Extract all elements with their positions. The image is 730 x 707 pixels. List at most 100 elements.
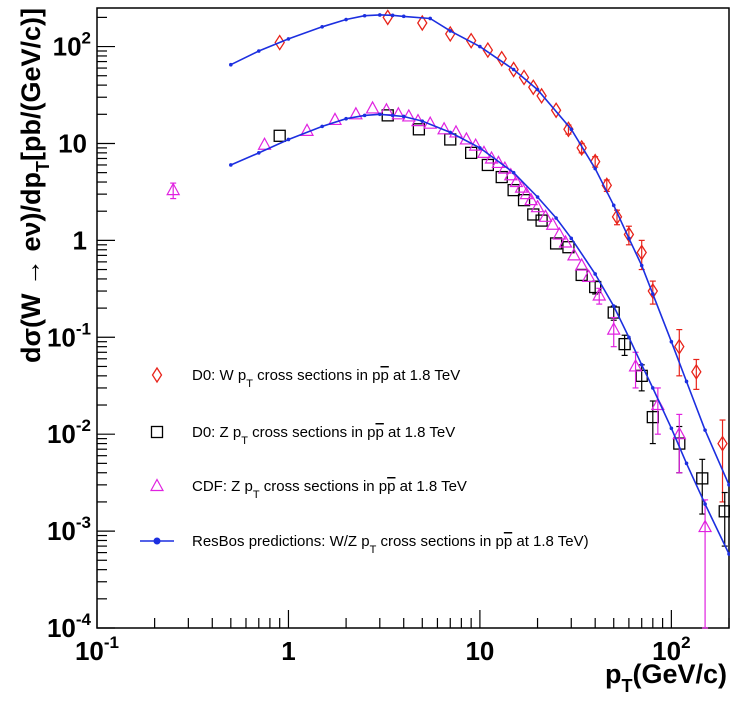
resbos-point (593, 272, 597, 276)
y-tick-label: 10-2 (47, 416, 91, 449)
resbos-point (344, 17, 348, 22)
data-point-cdf_z (592, 287, 607, 301)
x-axis-title: pT(GeV/c) (605, 659, 727, 696)
data-point-cdf_z (672, 426, 687, 440)
resbos-point (420, 119, 425, 123)
y-tick-label: 10-1 (47, 319, 91, 352)
resbos-point (651, 292, 655, 296)
data-point-cdf_z (545, 216, 560, 230)
plot-area (96, 7, 730, 629)
legend-dot (153, 537, 161, 545)
resbos-point (611, 304, 616, 308)
resbos-point (401, 114, 406, 119)
data-point-d0_w (636, 244, 647, 261)
data-point-d0_z (575, 268, 588, 282)
data-point-cdf_z (606, 321, 621, 335)
resbos-point (684, 461, 689, 466)
data-point-d0_w (482, 41, 494, 59)
resbos-point (684, 379, 689, 384)
resbos-point (256, 151, 261, 155)
resbos-point (229, 163, 233, 167)
data-point-d0_z (718, 505, 730, 518)
data-point-d0_z (481, 158, 494, 172)
resbos-point (639, 363, 644, 367)
resbos-point (478, 44, 482, 49)
resbos-point (535, 195, 540, 199)
resbos-point (669, 426, 674, 431)
resbos-point (390, 13, 395, 18)
x-tick-label: 10 (465, 636, 494, 666)
data-point-d0_z (618, 337, 631, 351)
resbos-point (511, 170, 516, 175)
x-axis-title-sub: T (621, 676, 632, 696)
data-point-cdf_z (530, 199, 545, 213)
data-point-cdf_z (327, 112, 342, 126)
data-point-cdf_z (514, 179, 529, 193)
resbos-point (478, 146, 482, 150)
resbos-point (362, 13, 367, 18)
y-axis-title: dσ(W → eν)/dpT[pb/(GeV/c)] (16, 8, 53, 363)
resbos-point (390, 113, 395, 118)
y-tick-label: 1 (73, 225, 87, 255)
data-point-d0_w (674, 338, 685, 355)
data-point-cdf_z (484, 150, 499, 164)
data-point-cdf_z (491, 155, 506, 169)
resbos-point (611, 203, 616, 208)
y-axis-title-sub: T (33, 161, 53, 172)
resbos-curve (230, 14, 730, 486)
legend-label: D0: W pT cross sections in pp at 1.8 TeV (192, 367, 460, 390)
data-point-d0_z (507, 183, 520, 197)
y-tick-label: 10-4 (47, 610, 92, 643)
legend-marker (150, 425, 164, 439)
x-axis: 10-1 1 10 102 (75, 610, 730, 666)
data-point-d0_w (717, 435, 728, 452)
legend-label: D0: Z pT cross sections in pp at 1.8 TeV (192, 424, 455, 447)
data-point-cdf_z (581, 269, 596, 282)
data-point-cdf_z (698, 519, 713, 533)
resbos-point (401, 14, 406, 19)
legend-marker (151, 366, 163, 384)
data-point-d0_w (691, 363, 702, 381)
data-point-d0_w (382, 9, 394, 26)
series-layer (166, 9, 730, 629)
data-point-cdf_z (348, 106, 363, 120)
data-point-d0_w (496, 50, 507, 67)
data-point-cdf_z (401, 108, 416, 122)
data-point-cdf_z (476, 145, 491, 158)
data-point-cdf_z (448, 124, 464, 138)
legend-entry-d0_w: D0: W pT cross sections in pp at 1.8 TeV (151, 366, 460, 390)
data-point-d0_w (611, 208, 623, 226)
x-tick-label: 10-1 (75, 633, 119, 666)
data-point-d0_w (647, 282, 659, 300)
data-point-d0_z (273, 129, 286, 142)
resbos-point (320, 24, 324, 29)
data-point-d0_z (465, 146, 478, 160)
series-resbos (229, 13, 730, 556)
data-point-d0_z (495, 170, 508, 184)
resbos-point (593, 166, 597, 171)
data-point-cdf_z (538, 209, 553, 222)
legend-label: CDF: Z pT cross sections in pp at 1.8 Te… (192, 478, 467, 501)
y-tick-label: 102 (53, 29, 91, 62)
legend-entry-resbos: ResBos predictions: W/Z pT cross section… (140, 533, 589, 556)
y-axis-title-tail: [pb/(GeV/c)] (16, 8, 46, 161)
x-tick-label: 1 (281, 636, 295, 666)
data-point-cdf_z (299, 123, 315, 136)
data-point-d0_z (696, 472, 709, 485)
y-tick-label: 10-3 (47, 513, 91, 546)
resbos-point (627, 335, 631, 340)
resbos-point (569, 127, 574, 132)
resbos-point (320, 124, 324, 129)
data-point-d0_w (576, 139, 587, 157)
y-tick-label: 10 (58, 128, 87, 158)
data-point-cdf_z (257, 136, 272, 150)
resbos-point (669, 339, 674, 344)
resbos-point (256, 49, 261, 53)
resbos-point (627, 236, 631, 241)
resbos-point (448, 130, 453, 135)
data-point-d0_w (417, 14, 428, 32)
data-point-cdf_z (166, 182, 181, 196)
resbos-point (554, 216, 558, 220)
resbos-point (727, 552, 730, 556)
